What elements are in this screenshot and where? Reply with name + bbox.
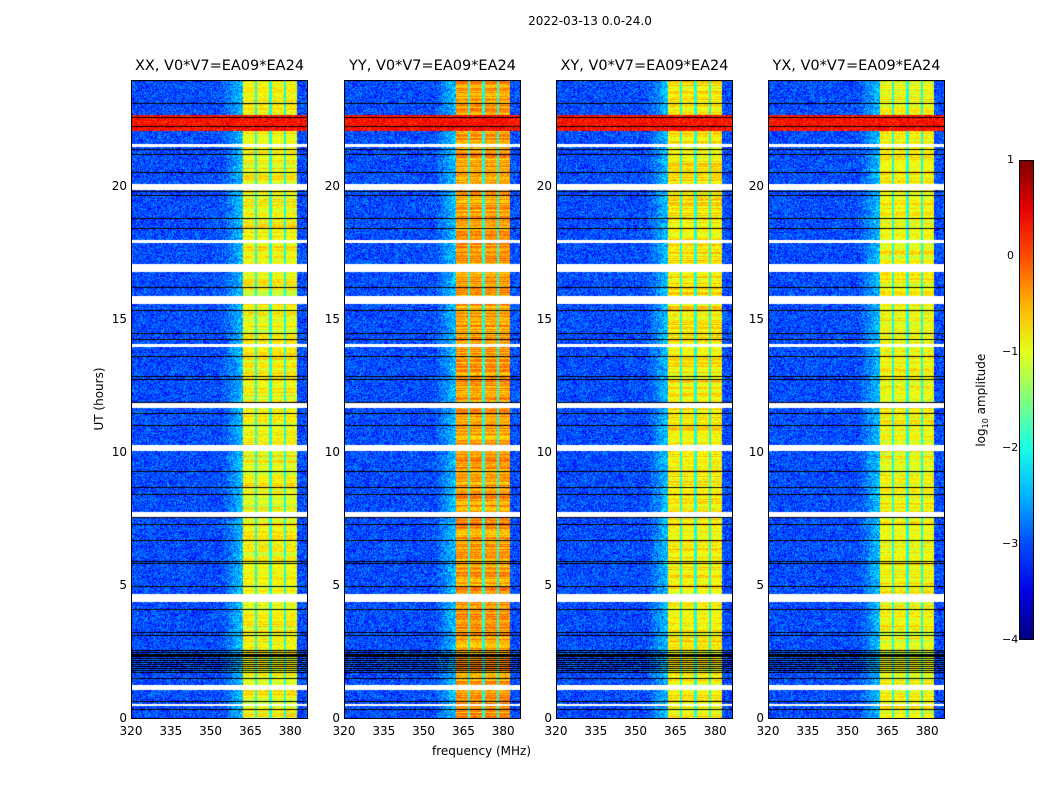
x-tick-label: 350 xyxy=(624,724,648,738)
y-axis-label: UT (hours) xyxy=(92,367,106,431)
panel-yy: YY, V0*V7=EA09*EA24 320 335 350 365 380 0 5 10 1… xyxy=(325,58,521,738)
y-tick-label: 15 xyxy=(111,311,127,326)
y-tick-label: 15 xyxy=(748,311,764,326)
y-tick-label: 0 xyxy=(544,711,552,725)
y-tick-label: 20 xyxy=(111,178,127,193)
x-tick-label: 365 xyxy=(451,724,475,738)
heatmap-yx xyxy=(768,80,945,719)
panel-title: YX, V0*V7=EA09*EA24 xyxy=(772,58,941,74)
x-tick-label: 380 xyxy=(278,724,302,738)
x-tick-label: 350 xyxy=(412,724,436,738)
y-tick-label: 0 xyxy=(332,711,340,725)
panel-title: XX, V0*V7=EA09*EA24 xyxy=(134,58,305,74)
heatmap-xy xyxy=(556,80,733,719)
colorbar-tick-label: −4 xyxy=(1002,633,1019,646)
y-tick-label: 20 xyxy=(748,178,764,193)
y-tick-label: 5 xyxy=(756,577,764,592)
x-tick-label: 350 xyxy=(836,724,860,738)
panel-yx: YX, V0*V7=EA09*EA24 320 335 350 365 380 0 5 10 1… xyxy=(749,58,945,738)
y-tick-label: 15 xyxy=(536,311,552,326)
y-tick-label: 10 xyxy=(324,444,340,459)
y-tick-label: 10 xyxy=(748,444,764,459)
y-tick-label: 20 xyxy=(324,178,340,193)
panel-xy: XY, V0*V7=EA09*EA24 320 335 350 365 380 0 5 10 1… xyxy=(537,58,733,738)
x-tick-label: 380 xyxy=(703,724,727,738)
y-tick-label: 0 xyxy=(756,711,764,725)
x-tick-label: 365 xyxy=(238,724,262,738)
x-tick-label: 335 xyxy=(796,724,820,738)
y-tick-label: 15 xyxy=(324,311,340,326)
colorbar-tick-label: 0 xyxy=(1007,249,1014,262)
y-tick-label: 5 xyxy=(332,577,340,592)
figure-title: 2022-03-13 0.0-24.0 xyxy=(528,14,652,28)
x-tick-label: 320 xyxy=(332,724,356,738)
x-tick-label: 320 xyxy=(119,724,143,738)
colorbar-label: log10 amplitude xyxy=(973,353,991,447)
x-tick-label: 335 xyxy=(584,724,608,738)
x-tick-label: 335 xyxy=(159,724,183,738)
panel-xx: XX, V0*V7=EA09*EA24 320 335 350 365 380 0 5 10 1… xyxy=(112,58,308,738)
y-tick-label: 10 xyxy=(536,444,552,459)
x-tick-label: 365 xyxy=(875,724,899,738)
x-axis-label: frequency (MHz) xyxy=(432,744,532,758)
y-tick-label: 20 xyxy=(536,178,552,193)
x-tick-label: 380 xyxy=(491,724,515,738)
colorbar xyxy=(1019,160,1034,640)
x-tick-label: 365 xyxy=(663,724,687,738)
y-tick-label: 5 xyxy=(544,577,552,592)
x-tick-label: 320 xyxy=(544,724,568,738)
y-tick-label: 0 xyxy=(119,711,127,725)
panel-title: YY, V0*V7=EA09*EA24 xyxy=(349,58,516,74)
colorbar-tick-label: −1 xyxy=(1002,345,1019,358)
colorbar-tick-label: −3 xyxy=(1002,537,1019,550)
heatmap-xx xyxy=(131,80,308,719)
y-tick-label: 10 xyxy=(111,444,127,459)
y-tick-label: 5 xyxy=(119,577,127,592)
x-tick-label: 335 xyxy=(372,724,396,738)
colorbar-tick-label: 1 xyxy=(1007,153,1014,166)
x-tick-label: 380 xyxy=(915,724,939,738)
heatmap-yy xyxy=(344,80,521,719)
panel-title: XY, V0*V7=EA09*EA24 xyxy=(560,58,729,74)
colorbar-tick-label: −2 xyxy=(1002,441,1019,454)
x-tick-label: 350 xyxy=(199,724,223,738)
x-tick-label: 320 xyxy=(756,724,780,738)
